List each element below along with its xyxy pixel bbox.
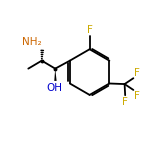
Text: F: F [122, 97, 128, 107]
Text: F: F [134, 91, 140, 101]
Text: F: F [134, 67, 140, 78]
Text: F: F [87, 25, 93, 35]
Text: OH: OH [46, 83, 62, 93]
Text: NH₂: NH₂ [22, 37, 41, 47]
Polygon shape [54, 69, 57, 81]
